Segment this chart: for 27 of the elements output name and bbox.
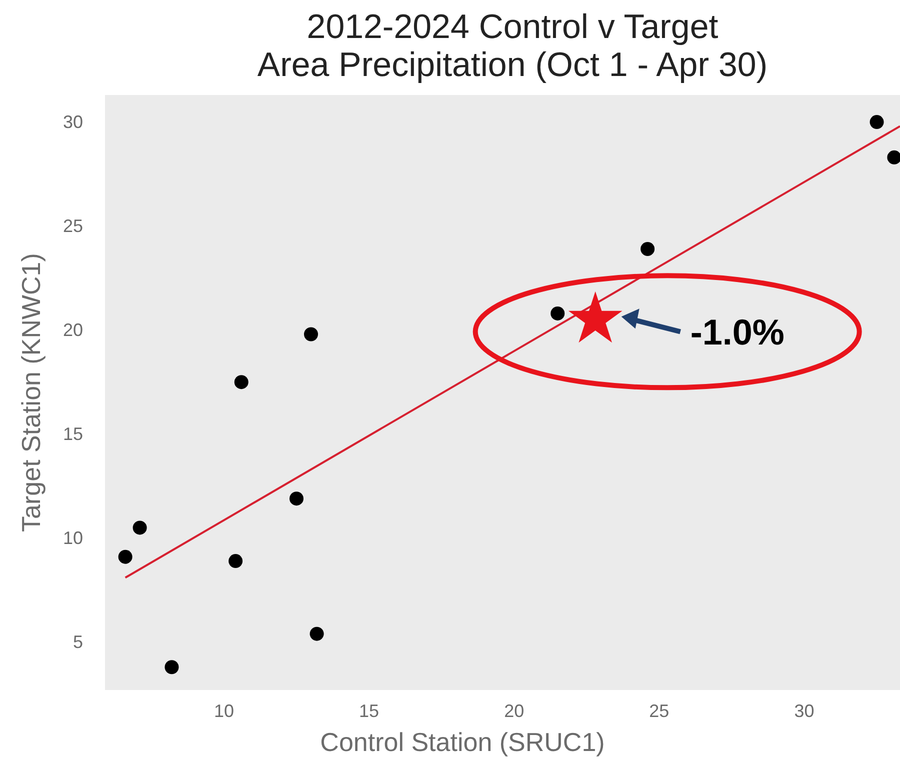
point	[118, 550, 132, 564]
x-tick-label: 20	[504, 701, 524, 721]
chart-title: 2012-2024 Control v Target Area Precipitation (Oct 1 - Apr 30)	[257, 8, 768, 84]
point	[304, 327, 318, 342]
point	[289, 492, 304, 506]
y-tick-label: 10	[62, 528, 83, 548]
y-axis-title: Target Station (KNWC1)	[16, 253, 46, 532]
point	[228, 554, 243, 568]
y-tick-label: 25	[62, 216, 83, 236]
y-tick-label: 5	[72, 632, 83, 652]
x-tick-label: 15	[359, 701, 380, 721]
point	[887, 150, 900, 164]
point	[640, 242, 655, 256]
point	[310, 626, 324, 641]
point	[164, 660, 179, 674]
point	[132, 520, 147, 535]
point	[550, 306, 565, 320]
x-tick-label: 10	[214, 701, 234, 721]
y-tick-label: 30	[62, 112, 83, 132]
point	[870, 115, 884, 130]
x-tick-label: 25	[649, 701, 670, 721]
y-tick-label: 15	[62, 424, 83, 444]
x-axis-title: Control Station (SRUC1)	[320, 727, 605, 757]
x-tick-label: 30	[794, 701, 814, 721]
annotation: -1.0%	[690, 312, 784, 353]
y-tick-label: 20	[62, 320, 83, 340]
point	[234, 375, 248, 390]
